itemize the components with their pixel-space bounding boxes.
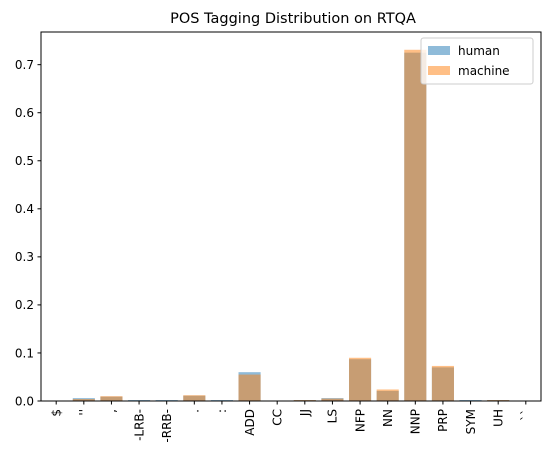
x-axis-ticks: $ '', -LRB- -RRB-.: ADD CC JJ LS NFP NN NNP PRP SYM U…: [49, 401, 533, 443]
bar-machine-7: [238, 374, 261, 401]
x-tick-label-14: PRP: [436, 409, 450, 432]
bar-machine-2: [100, 396, 123, 401]
y-tick-label-3: 0.3: [15, 250, 34, 264]
y-tick-label-7: 0.7: [15, 58, 34, 72]
bars-layer: [45, 49, 537, 401]
bar-machine-13: [404, 49, 427, 401]
x-tick-label-11: NFP: [353, 409, 367, 432]
bar-machine-12: [376, 389, 399, 401]
y-tick-label-4: 0.4: [15, 202, 34, 216]
x-tick-label-10: LS: [326, 409, 340, 423]
x-tick-label-9: JJ: [298, 409, 312, 417]
y-tick-label-1: 0.1: [15, 346, 34, 360]
x-tick-label-17: ``: [519, 409, 533, 421]
legend: human machine: [420, 37, 534, 85]
bar-machine-10: [321, 398, 344, 401]
x-tick-label-6: :: [215, 409, 229, 413]
x-tick-label-7: ADD: [243, 409, 257, 436]
bar-machine-1: [72, 399, 95, 401]
bar-machine-5: [183, 395, 206, 401]
legend-label-human: human: [458, 44, 500, 58]
x-tick-label-1: '': [77, 409, 91, 416]
x-tick-label-4: -RRB-: [160, 409, 174, 443]
x-tick-label-15: SYM: [464, 409, 478, 434]
axes-layer: [40, 31, 542, 402]
x-tick-label-5: .: [188, 409, 202, 413]
x-tick-label-12: NN: [381, 409, 395, 427]
y-axis-ticks: 0.0 0.1 0.2 0.3 0.4 0.5 0.6 0.7: [15, 58, 41, 408]
legend-swatch-human: [428, 46, 450, 55]
x-tick-label-8: CC: [270, 409, 284, 426]
y-tick-label-5: 0.5: [15, 154, 34, 168]
y-tick-label-2: 0.2: [15, 298, 34, 312]
x-tick-label-2: ,: [105, 409, 119, 413]
plot-frame: [40, 31, 542, 402]
y-tick-label-0: 0.0: [15, 394, 34, 408]
bar-machine-11: [349, 357, 372, 401]
legend-swatch-machine: [428, 66, 450, 75]
x-tick-label-0: $: [49, 409, 63, 417]
chart-title: POS Tagging Distribution on RTQA: [170, 11, 416, 27]
legend-label-machine: machine: [458, 64, 510, 78]
bar-machine-14: [431, 365, 454, 401]
x-tick-label-13: NNP: [409, 409, 423, 434]
y-tick-label-6: 0.6: [15, 106, 34, 120]
x-tick-label-16: UH: [491, 409, 505, 427]
x-tick-label-3: -LRB-: [132, 409, 146, 441]
